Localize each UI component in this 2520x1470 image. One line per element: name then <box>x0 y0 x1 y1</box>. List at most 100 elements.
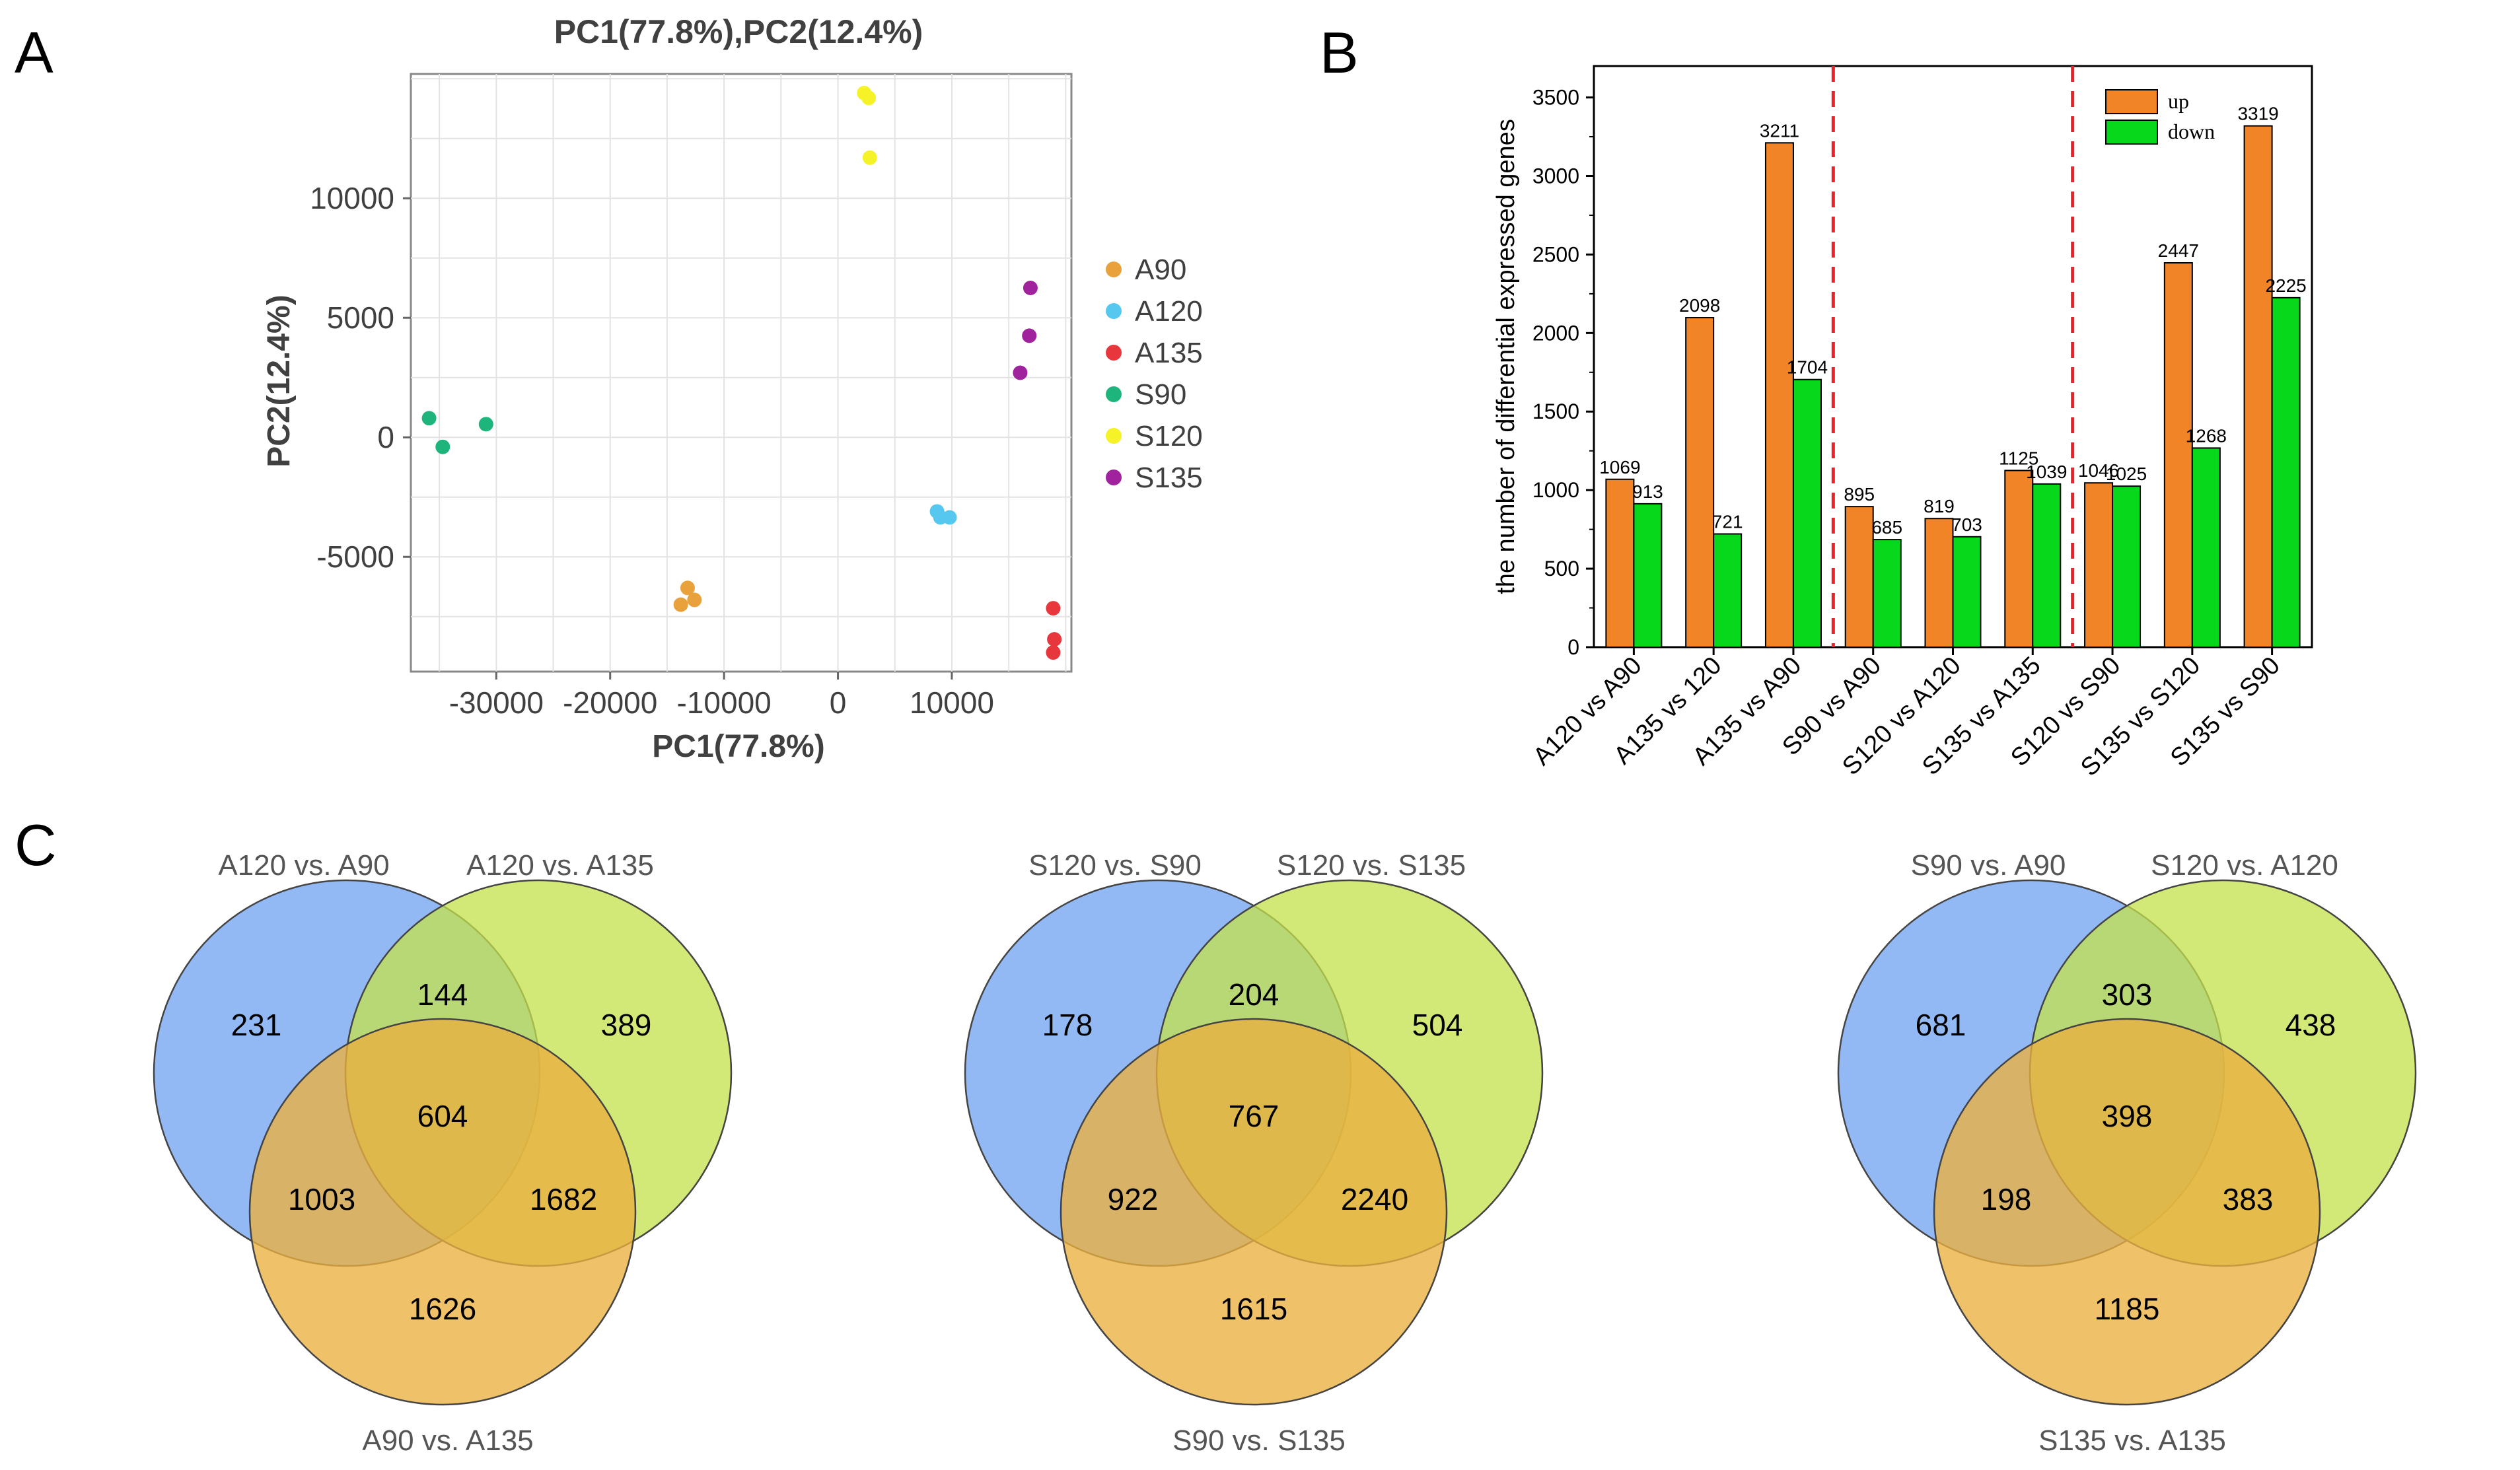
venn-diagrams: A120 vs. A90 A120 vs. A135 A90 vs. A135 231… <box>153 849 2417 1457</box>
venn-label-left: A120 vs. A90 <box>218 849 389 882</box>
pca-title: PC1(77.8%),PC2(12.4%) <box>554 13 923 50</box>
pca-legend-label: S90 <box>1135 378 1186 411</box>
venn-region-count: 604 <box>417 1099 468 1133</box>
venn-diagram-3: S90 vs. A90 S120 vs. A120 S135 vs. A135 681… <box>1837 849 2417 1457</box>
venn-label-bottom: S135 vs. A135 <box>2038 1424 2226 1457</box>
bar-up <box>1764 142 1794 648</box>
bar-y-tick-label: 1000 <box>1532 478 1579 502</box>
pca-y-axis-label: PC2(12.4%) <box>262 295 297 467</box>
bar-value-label: 895 <box>1844 484 1875 505</box>
panel-label-b: B <box>1320 20 1359 85</box>
pca-axis-ticks: -30000 -20000 -10000 0 10000 -5000 0 5000 10000 <box>310 181 994 720</box>
pca-y-tick-label: 5000 <box>327 300 394 335</box>
bar-legend-label: up <box>2168 89 2189 113</box>
pca-points <box>421 85 1062 660</box>
pca-legend-swatch-a90 <box>1106 262 1122 277</box>
panel-label-a: A <box>15 20 54 85</box>
bar-y-tick-label: 1500 <box>1532 400 1579 423</box>
pca-point-a135 <box>1047 632 1062 647</box>
venn-region-count: 2240 <box>1341 1182 1408 1216</box>
bar-y-tick-label: 0 <box>1567 635 1579 659</box>
bar-value-label: 685 <box>1871 517 1902 538</box>
pca-legend-label: A120 <box>1135 295 1203 328</box>
bar-y-tick-label: 3500 <box>1532 86 1579 110</box>
venn-label-bottom: A90 vs. A135 <box>362 1424 533 1457</box>
pca-legend: A90 A120 A135 S90 S120 S135 <box>1106 254 1203 494</box>
bar-legend-swatch-up <box>2105 89 2158 114</box>
bar-value-label: 1046 <box>2078 460 2119 481</box>
venn-circle-bottom <box>1060 1018 1448 1406</box>
pca-x-tick-label: 0 <box>830 685 847 720</box>
pca-y-tick-label: 0 <box>377 420 394 454</box>
bar-down <box>1713 533 1743 648</box>
pca-legend-swatch-s120 <box>1106 428 1122 444</box>
pca-y-tick-label: 10000 <box>310 181 394 215</box>
pca-point-s120 <box>861 90 877 106</box>
venn-label-left: S90 vs. A90 <box>1911 849 2066 882</box>
bar-value-label: 2225 <box>2265 275 2306 296</box>
pca-point-s120 <box>862 150 877 165</box>
venn-region-count: 1003 <box>288 1182 355 1216</box>
pca-legend-label: A90 <box>1135 254 1186 286</box>
venn-diagram-1: A120 vs. A90 A120 vs. A135 A90 vs. A135 231… <box>153 849 733 1457</box>
bar-value-label: 819 <box>1924 496 1955 516</box>
bar-value-label: 3211 <box>1760 120 1799 141</box>
pca-point-s90 <box>421 411 437 426</box>
bar-value-label: 1069 <box>1599 457 1640 477</box>
pca-point-s135 <box>1013 365 1028 380</box>
bar-down <box>1792 378 1822 648</box>
bar-up <box>2084 482 2114 648</box>
bar-up <box>1605 478 1635 648</box>
bar-y-tick-label: 3000 <box>1532 164 1579 188</box>
venn-region-count: 504 <box>1412 1008 1463 1042</box>
venn-region-count: 1615 <box>1220 1292 1287 1326</box>
pca-point-a135 <box>1046 645 1061 660</box>
venn-region-count: 198 <box>1981 1182 2032 1216</box>
pca-x-tick-label: -20000 <box>563 685 657 720</box>
bar-down <box>2032 483 2062 648</box>
venn-label-left: S120 vs. S90 <box>1028 849 1202 882</box>
pca-point-s135 <box>1023 280 1038 295</box>
venn-circle-bottom <box>1933 1018 2321 1406</box>
bar-up <box>1685 317 1715 648</box>
pca-point-s90 <box>478 417 493 432</box>
venn-label-right: S120 vs. A120 <box>2151 849 2338 882</box>
venn-region-count: 1185 <box>2095 1292 2160 1326</box>
venn-region-count: 303 <box>2102 977 2153 1012</box>
bar-value-label: 1025 <box>2106 464 2147 484</box>
venn-label-right: A120 vs. A135 <box>466 849 654 882</box>
venn-region-count: 389 <box>601 1008 652 1042</box>
pca-point-a135 <box>1046 601 1061 616</box>
venn-label-right: S120 vs. S135 <box>1277 849 1466 882</box>
venn-region-count: 231 <box>231 1008 282 1042</box>
pca-x-tick-label: 10000 <box>910 685 994 720</box>
bar-down <box>2191 447 2221 648</box>
venn-circle-bottom <box>248 1018 637 1406</box>
venn-region-count: 922 <box>1108 1182 1159 1216</box>
venn-region-count: 204 <box>1229 977 1279 1012</box>
venn-region-count: 767 <box>1229 1099 1279 1133</box>
bar-value-label: 1704 <box>1787 357 1828 378</box>
venn-label-bottom: S90 vs. S135 <box>1172 1424 1346 1457</box>
pca-point-a120 <box>942 510 957 525</box>
bar-value-label: 721 <box>1712 512 1743 532</box>
deg-bar-chart: 0 500 1000 1500 2000 2500 3000 3500 1069 913 2098… <box>1492 65 2313 782</box>
venn-diagram-2: S120 vs. S90 S120 vs. S135 S90 vs. S135 178… <box>964 849 1544 1457</box>
venn-region-count: 383 <box>2223 1182 2274 1216</box>
bar-axis-ticks: 0 500 1000 1500 2000 2500 3000 3500 <box>1532 86 2274 659</box>
venn-region-count: 681 <box>1916 1008 1966 1042</box>
venn-region-count: 398 <box>2102 1099 2153 1133</box>
bar-up <box>2163 262 2193 648</box>
venn-region-count: 1682 <box>530 1182 597 1216</box>
pca-x-axis-label: PC1(77.8%) <box>652 729 824 764</box>
pca-point-a90 <box>673 597 688 612</box>
bar-value-label: 703 <box>1951 514 1982 535</box>
bar-value-label: 1039 <box>2026 462 2067 482</box>
bar-down <box>2112 485 2142 648</box>
pca-x-tick-label: -30000 <box>449 685 544 720</box>
pca-legend-swatch-s135 <box>1106 470 1122 485</box>
pca-legend-label: S120 <box>1135 420 1203 452</box>
pca-scatter-chart: PC1(77.8%),PC2(12.4%) -30000 -20000 -10000… <box>262 13 1203 764</box>
